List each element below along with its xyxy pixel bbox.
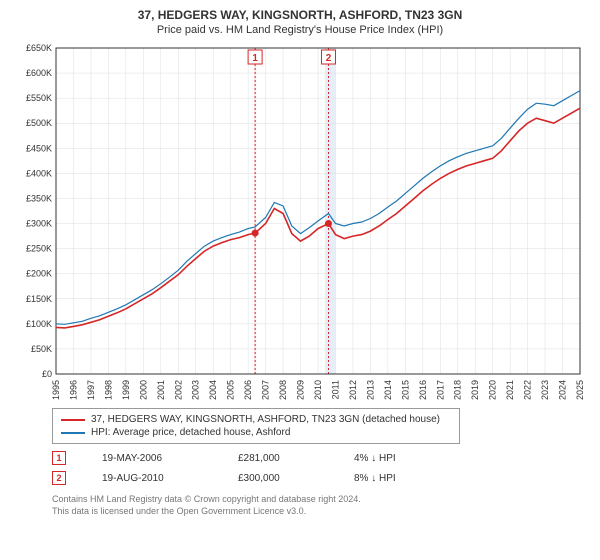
y-tick-label: £650K [26, 43, 52, 53]
sale-row: 1 19-MAY-2006 £281,000 4% ↓ HPI [52, 448, 588, 468]
page-subtitle: Price paid vs. HM Land Registry's House … [12, 24, 588, 36]
y-tick-label: £600K [26, 68, 52, 78]
x-tick-label: 2002 [173, 380, 183, 400]
sale-delta: 8% ↓ HPI [354, 473, 434, 484]
sale-date: 19-MAY-2006 [102, 453, 202, 464]
x-tick-label: 2014 [383, 380, 393, 400]
x-tick-label: 2000 [138, 380, 148, 400]
x-tick-label: 1997 [86, 380, 96, 400]
x-tick-label: 2008 [278, 380, 288, 400]
sale-marker-label: 2 [326, 53, 332, 64]
x-tick-label: 2007 [261, 380, 271, 400]
x-tick-label: 2018 [453, 380, 463, 400]
x-tick-label: 2004 [208, 380, 218, 400]
footnote: Contains HM Land Registry data © Crown c… [52, 494, 588, 517]
x-tick-label: 1999 [121, 380, 131, 400]
y-tick-label: £550K [26, 93, 52, 103]
footnote-line1: Contains HM Land Registry data © Crown c… [52, 494, 588, 506]
x-tick-label: 2025 [575, 380, 585, 400]
footnote-line2: This data is licensed under the Open Gov… [52, 506, 588, 518]
x-tick-label: 2015 [400, 380, 410, 400]
y-tick-label: £100K [26, 319, 52, 329]
x-tick-label: 1996 [68, 380, 78, 400]
sale-marker: 1 [52, 451, 66, 465]
y-tick-label: £500K [26, 118, 52, 128]
sale-price: £281,000 [238, 453, 318, 464]
x-tick-label: 2016 [418, 380, 428, 400]
page-title: 37, HEDGERS WAY, KINGSNORTH, ASHFORD, TN… [12, 8, 588, 22]
x-tick-label: 2023 [540, 380, 550, 400]
x-tick-label: 2006 [243, 380, 253, 400]
y-tick-label: £200K [26, 269, 52, 279]
x-tick-label: 2020 [488, 380, 498, 400]
sale-row: 2 19-AUG-2010 £300,000 8% ↓ HPI [52, 468, 588, 488]
chart-svg: £0 £50K £100K £150K £200K £250K £300K £350K £400… [12, 42, 588, 402]
x-tick-label: 1998 [103, 380, 113, 400]
y-tick-label: £50K [31, 344, 52, 354]
y-tick-label: £300K [26, 219, 52, 229]
legend-label: 37, HEDGERS WAY, KINGSNORTH, ASHFORD, TN… [91, 414, 440, 425]
x-tick-label: 2011 [330, 380, 340, 399]
x-tick-label: 2001 [156, 380, 166, 400]
legend-row: 37, HEDGERS WAY, KINGSNORTH, ASHFORD, TN… [61, 413, 451, 426]
x-tick-label: 2003 [191, 380, 201, 400]
x-tick-label: 2009 [296, 380, 306, 400]
x-tick-label: 2019 [470, 380, 480, 400]
sale-marker-label: 1 [252, 53, 258, 64]
sale-date: 19-AUG-2010 [102, 473, 202, 484]
x-tick-label: 2022 [523, 380, 533, 400]
y-tick-label: £250K [26, 244, 52, 254]
x-tick-label: 2021 [505, 380, 515, 400]
x-tick-label: 2005 [226, 380, 236, 400]
sales-table: 1 19-MAY-2006 £281,000 4% ↓ HPI 2 19-AUG-2010… [52, 448, 588, 488]
x-tick-label: 2010 [313, 380, 323, 400]
sale-price: £300,000 [238, 473, 318, 484]
y-tick-label: £350K [26, 193, 52, 203]
legend-row: HPI: Average price, detached house, Ashf… [61, 426, 451, 439]
legend-swatch [61, 432, 85, 434]
x-tick-label: 2024 [558, 380, 568, 400]
y-tick-label: £450K [26, 143, 52, 153]
sale-delta: 4% ↓ HPI [354, 453, 434, 464]
y-tick-label: £0 [42, 369, 52, 379]
legend-label: HPI: Average price, detached house, Ashf… [91, 427, 290, 438]
price-chart: £0 £50K £100K £150K £200K £250K £300K £350K £400… [12, 42, 588, 402]
x-tick-label: 2017 [435, 380, 445, 400]
x-tick-label: 2013 [365, 380, 375, 400]
y-tick-label: £150K [26, 294, 52, 304]
y-tick-label: £400K [26, 168, 52, 178]
legend: 37, HEDGERS WAY, KINGSNORTH, ASHFORD, TN… [52, 408, 460, 444]
legend-swatch [61, 419, 85, 421]
x-tick-label: 1995 [51, 380, 61, 400]
x-tick-label: 2012 [348, 380, 358, 400]
sale-marker: 2 [52, 471, 66, 485]
